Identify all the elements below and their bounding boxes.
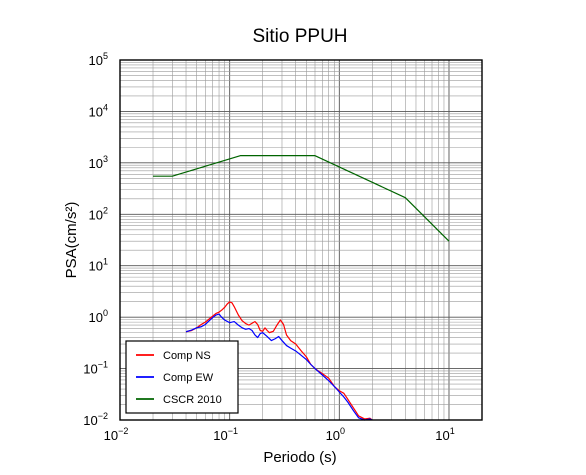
x-tick-label: 100 [326,426,345,443]
x-tick-label: 10−2 [104,426,129,443]
legend-label: Comp EW [163,372,214,384]
series-line [185,313,373,421]
legend: Comp NS Comp EW CSCR 2010 [125,340,239,414]
y-tick-label: 105 [89,51,108,68]
grid [120,60,482,420]
y-tick-label: 101 [89,257,108,274]
y-tick-label: 10−1 [83,360,108,377]
y-tick-label: 104 [89,102,108,119]
series-layer [153,155,450,421]
series-line [153,155,450,242]
y-tick-labels: 10−2 10−1 100 101 102 103 104 105 [83,51,108,428]
plot-frame [119,59,483,421]
y-axis-label: PSA(cm/s²) [63,202,80,279]
x-tick-label: 101 [435,426,454,443]
x-tick-labels: 10−2 10−1 100 101 [104,426,455,443]
y-tick-label: 100 [89,308,108,325]
legend-label: Comp NS [163,350,211,362]
x-axis-label: Periodo (s) [263,449,336,466]
chart-title: Sitio PPUH [252,26,347,47]
y-tick-label: 102 [89,205,108,222]
y-tick-label: 10−2 [83,411,108,428]
legend-label: CSCR 2010 [163,394,222,406]
y-tick-label: 103 [89,154,108,171]
x-tick-label: 10−1 [213,426,238,443]
